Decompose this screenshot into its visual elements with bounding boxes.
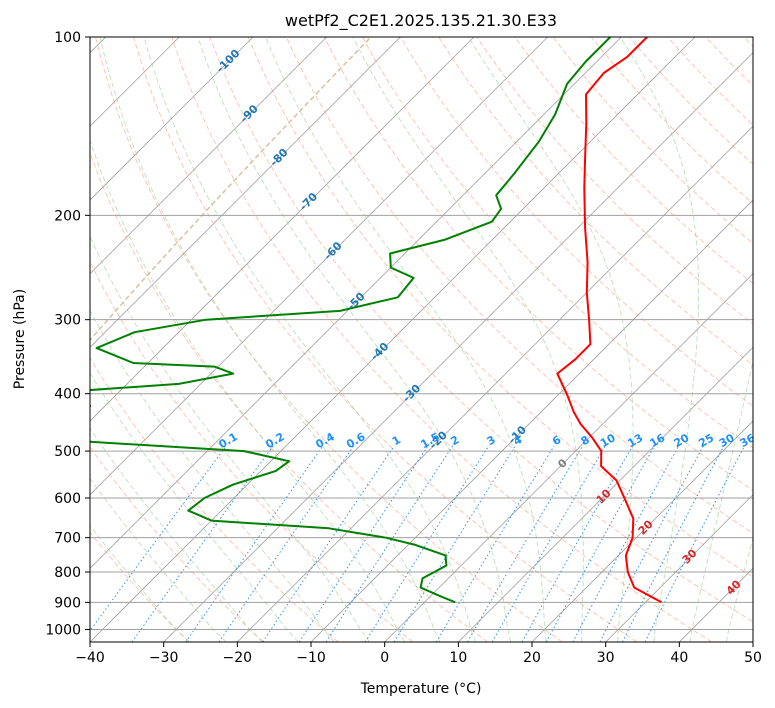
dry-adiabat-line [362,37,753,449]
x-tick-label: −40 [75,650,105,666]
y-tick-label: 600 [54,491,81,507]
moist-adiabat-line [90,235,370,642]
mixing-ratio-line [467,445,584,642]
mixing-ratio-line [298,445,429,642]
x-tick-label: 20 [523,650,541,666]
mixing-ratio-line [435,445,555,642]
y-tick-label: 700 [54,531,81,547]
y-tick-label: 100 [54,30,81,46]
moist-adiabat-line [468,37,634,642]
dry-adiabat-line [90,260,414,642]
moist-adiabat-line [90,309,335,642]
isotherm-line [90,37,327,275]
x-tick-label: 40 [670,650,688,666]
plot-frame [89,36,754,643]
dry-adiabat-line [133,37,638,642]
dry-adiabat-line [247,37,753,578]
x-tick-label: 0 [380,650,389,666]
y-tick-label: 400 [54,387,81,403]
x-tick-label: 50 [744,650,762,666]
y-axis-label: Pressure (hPa) [12,289,28,389]
x-tick-label: 30 [597,650,615,666]
isotherm-line [90,37,475,422]
x-tick-label: −20 [223,650,253,666]
mixing-ratio-line [364,445,490,642]
background-lines [90,37,753,642]
isotherm-line [90,37,401,348]
mixing-ratio-line [521,445,633,642]
x-tick-label: −30 [149,650,179,666]
dewpoint-profile [90,37,612,604]
y-tick-label: 800 [54,565,81,581]
mixing-ratio-line [218,445,355,642]
profiles [90,37,662,604]
moist-adiabat-line [197,37,512,642]
mixing-ratio-line [262,445,395,642]
mixing-ratio-line [621,445,725,642]
x-tick-label: 10 [449,650,467,666]
isotherm-line [605,494,753,642]
dry-adiabat-line [438,37,753,366]
mixing-ratio-line [185,445,324,642]
isotherm-line [90,37,622,569]
dry-adiabat-line [90,356,339,642]
chart-title: wetPf2_C2E1.2025.135.21.30.E33 [285,11,557,31]
dry-adiabat-line [90,151,488,642]
x-axis-label: Temperature (°C) [360,681,482,697]
mixing-ratio-line [545,445,656,642]
dry-adiabat-line [590,37,753,205]
dry-adiabat-line [323,37,753,491]
moist-adiabat-line [143,37,476,642]
plot-background [90,37,753,642]
x-tick-label: −10 [296,650,326,666]
moist-adiabat-line [99,37,441,642]
mixing-ratio-line [393,445,516,642]
isotherm-line [384,273,753,642]
y-tick-label: 500 [54,444,81,460]
pressure-gridlines [90,37,753,630]
y-tick-label: 200 [54,208,81,224]
isotherm-line [90,37,696,642]
y-tick-label: 300 [54,313,81,329]
mixing-ratio-line [131,445,274,642]
dry-adiabat-line [171,37,712,642]
mixing-ratio-label: 36 [738,431,758,450]
dry-adiabat-line [285,37,753,534]
mixing-ratio-line [325,445,454,642]
moist-adiabat-line [265,37,547,642]
mixing-ratio-line [644,445,746,642]
x-axis-ticks: −40 −30 −20 −10 0 10 20 30 40 50 [75,642,762,666]
dry-adiabat-line [400,37,753,407]
isotherm-line [90,37,254,201]
dry-adiabat-line [90,531,190,642]
y-axis-ticks: 100 200 300 400 500 600 700 800 900 1000 [45,30,90,638]
boundary-curve [90,37,372,342]
y-tick-label: 900 [54,595,81,611]
dry-adiabat-line [476,37,753,325]
moist-adiabat-line [689,358,753,642]
isotherm-line [531,420,753,642]
moist-adiabat-line [619,37,700,642]
isotherm-line [458,346,753,642]
y-tick-label: 1000 [45,622,81,638]
isotherm-line [90,37,548,496]
isotherm-line [237,125,753,642]
isotherm-line [752,641,753,642]
isotherm-line [163,52,753,642]
dry-adiabat-line [552,37,753,245]
temperature-profile [556,37,662,604]
